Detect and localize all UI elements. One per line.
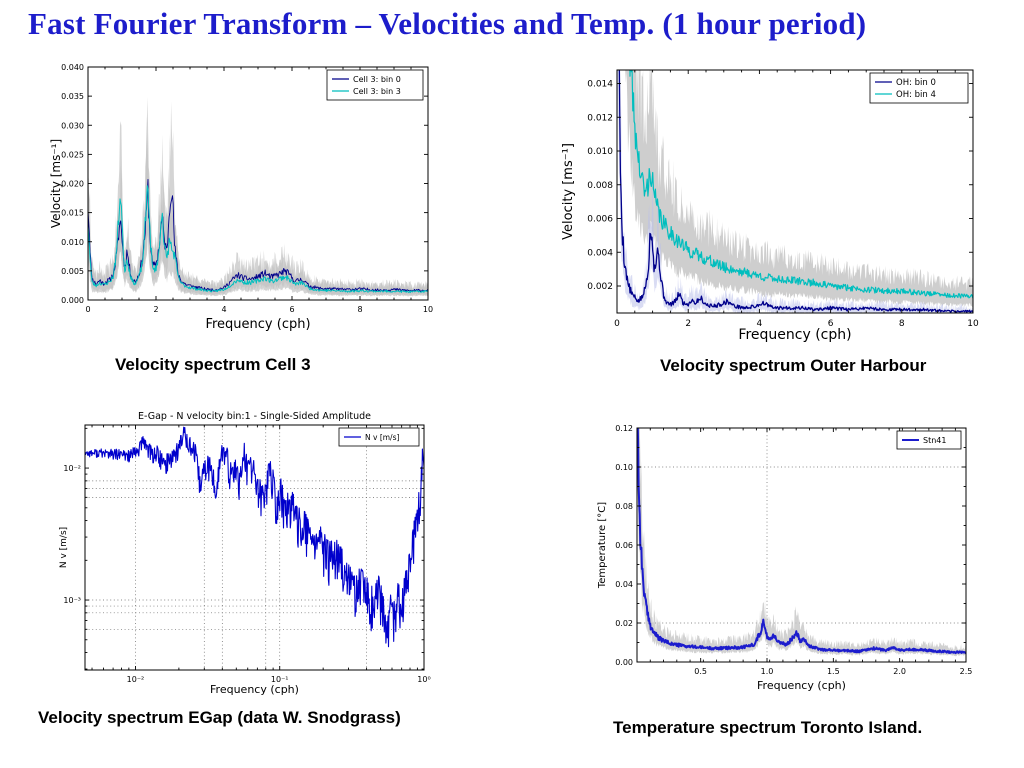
svg-text:0.015: 0.015 bbox=[61, 209, 84, 218]
svg-text:2.5: 2.5 bbox=[960, 667, 973, 676]
svg-text:Cell 3: bin 0: Cell 3: bin 0 bbox=[353, 75, 401, 84]
velocity-spectrum-cell3-chart: 0 2 4 6 8 10 0.000 0.005 0.010 0.015 0.020 0.025 0.0… bbox=[49, 63, 433, 332]
svg-text:0.00: 0.00 bbox=[615, 658, 633, 667]
slide-title: Fast Fourier Transform – Velocities and … bbox=[28, 6, 867, 41]
svg-text:OH: bin 4: OH: bin 4 bbox=[896, 90, 936, 100]
svg-text:0.014: 0.014 bbox=[587, 80, 613, 90]
svg-text:Stn41: Stn41 bbox=[923, 436, 946, 445]
svg-text:0.008: 0.008 bbox=[587, 181, 613, 191]
svg-text:Cell 3: bin 3: Cell 3: bin 3 bbox=[353, 87, 401, 96]
svg-text:0.040: 0.040 bbox=[61, 63, 84, 72]
svg-text:6: 6 bbox=[289, 305, 294, 314]
svg-text:Frequency (cph): Frequency (cph) bbox=[205, 317, 310, 332]
velocity-spectrum-outer-harbour-chart: 0 2 4 6 8 10 0.002 0.004 0.006 0.008 0.010 0.012 0.0… bbox=[561, 69, 979, 343]
svg-text:0.010: 0.010 bbox=[587, 147, 613, 157]
svg-text:4: 4 bbox=[221, 305, 226, 314]
svg-text:2.0: 2.0 bbox=[893, 667, 906, 676]
svg-text:8: 8 bbox=[357, 305, 362, 314]
svg-text:0.06: 0.06 bbox=[615, 541, 633, 550]
svg-text:0.12: 0.12 bbox=[615, 424, 633, 433]
svg-text:Frequency (cph): Frequency (cph) bbox=[757, 679, 846, 692]
svg-text:0: 0 bbox=[614, 319, 620, 329]
velocity-spectrum-egap-chart: 10⁻² 10⁻¹ 10⁰ 10⁻² 10⁻³ Frequency (cph) N v [m… bbox=[59, 411, 431, 696]
svg-text:Frequency (cph): Frequency (cph) bbox=[738, 327, 851, 343]
svg-text:4: 4 bbox=[757, 319, 763, 329]
svg-text:N v [m/s]: N v [m/s] bbox=[59, 527, 69, 568]
svg-text:6: 6 bbox=[828, 319, 834, 329]
svg-text:10⁻²: 10⁻² bbox=[63, 464, 81, 473]
svg-text:0.5: 0.5 bbox=[694, 667, 707, 676]
svg-text:10⁻³: 10⁻³ bbox=[63, 596, 81, 605]
svg-text:0.000: 0.000 bbox=[61, 296, 84, 305]
svg-text:0.10: 0.10 bbox=[615, 463, 633, 472]
svg-text:OH: bin 0: OH: bin 0 bbox=[896, 78, 936, 88]
svg-text:0.035: 0.035 bbox=[61, 92, 84, 101]
svg-text:0.025: 0.025 bbox=[61, 150, 84, 159]
temperature-spectrum-toronto-chart: 0.5 1.0 1.5 2.0 2.5 0.00 0.02 0.04 0.06 0.08 0.10 0… bbox=[597, 424, 973, 692]
caption-outer-harbour: Velocity spectrum Outer Harbour bbox=[660, 356, 927, 375]
svg-text:0: 0 bbox=[85, 305, 90, 314]
svg-text:0.004: 0.004 bbox=[587, 248, 613, 258]
svg-text:0.005: 0.005 bbox=[61, 267, 84, 276]
svg-text:0.08: 0.08 bbox=[615, 502, 633, 511]
svg-text:0.002: 0.002 bbox=[587, 282, 613, 292]
svg-text:10: 10 bbox=[967, 319, 979, 329]
svg-text:Velocity [ms⁻¹]: Velocity [ms⁻¹] bbox=[49, 139, 63, 228]
svg-text:0.030: 0.030 bbox=[61, 121, 84, 130]
svg-text:0.006: 0.006 bbox=[587, 215, 613, 225]
svg-text:2: 2 bbox=[685, 319, 691, 329]
svg-text:Frequency (cph): Frequency (cph) bbox=[210, 683, 299, 696]
svg-text:0.012: 0.012 bbox=[587, 113, 613, 123]
svg-text:1.5: 1.5 bbox=[827, 667, 840, 676]
svg-text:0.010: 0.010 bbox=[61, 238, 84, 247]
svg-text:10: 10 bbox=[423, 305, 433, 314]
svg-text:0.020: 0.020 bbox=[61, 180, 84, 189]
svg-text:E-Gap - N velocity bin:1 - Sin: E-Gap - N velocity bin:1 - Single-Sided … bbox=[138, 411, 371, 422]
svg-text:8: 8 bbox=[899, 319, 905, 329]
svg-text:0.02: 0.02 bbox=[615, 619, 633, 628]
svg-text:10⁰: 10⁰ bbox=[417, 675, 430, 684]
svg-text:Temperature [°C]: Temperature [°C] bbox=[597, 502, 608, 589]
caption-cell3: Velocity spectrum Cell 3 bbox=[115, 355, 311, 374]
caption-egap: Velocity spectrum EGap (data W. Snodgras… bbox=[38, 708, 401, 727]
svg-text:N v [m/s]: N v [m/s] bbox=[365, 433, 399, 442]
svg-text:10⁻²: 10⁻² bbox=[127, 675, 145, 684]
svg-text:Velocity [ms⁻¹]: Velocity [ms⁻¹] bbox=[561, 143, 576, 240]
svg-text:2: 2 bbox=[153, 305, 158, 314]
svg-text:1.0: 1.0 bbox=[761, 667, 774, 676]
svg-text:10⁻¹: 10⁻¹ bbox=[271, 675, 289, 684]
svg-text:0.04: 0.04 bbox=[615, 580, 633, 589]
caption-toronto: Temperature spectrum Toronto Island. bbox=[613, 718, 923, 737]
